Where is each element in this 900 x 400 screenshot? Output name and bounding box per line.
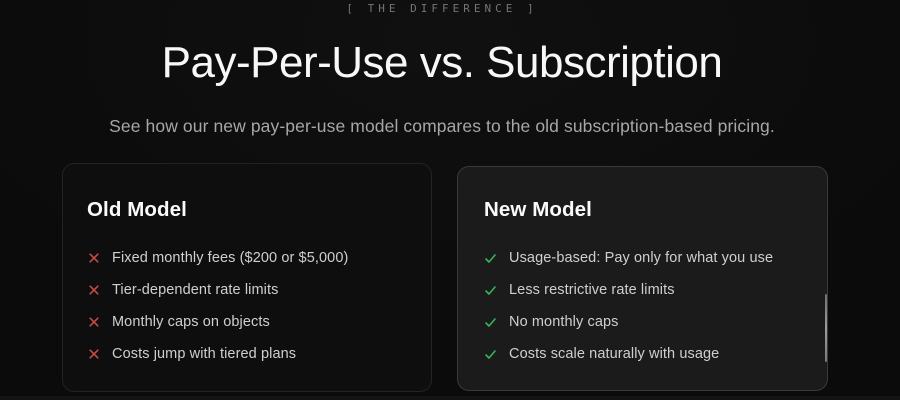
item-label: Monthly caps on objects xyxy=(112,314,270,330)
new-model-card-title: New Model xyxy=(484,198,592,221)
check-icon xyxy=(484,252,497,265)
list-item: Costs jump with tiered plans xyxy=(87,346,407,362)
item-label: Costs jump with tiered plans xyxy=(112,346,297,362)
old-model-card-title: Old Model xyxy=(87,198,187,221)
scrollbar-thumb[interactable] xyxy=(825,294,827,362)
x-icon xyxy=(87,252,100,264)
list-item: Usage-based: Pay only for what you use xyxy=(484,250,801,266)
x-icon xyxy=(87,284,100,296)
item-label: Tier-dependent rate limits xyxy=(112,282,279,298)
item-label: Less restrictive rate limits xyxy=(509,282,675,298)
list-item: Tier-dependent rate limits xyxy=(87,282,407,298)
item-label: Usage-based: Pay only for what you use xyxy=(509,250,774,266)
old-model-feature-list: Fixed monthly fees ($200 or $5,000) Tier… xyxy=(87,250,407,362)
x-icon xyxy=(87,348,100,360)
list-item: Less restrictive rate limits xyxy=(484,282,801,298)
list-item: Costs scale naturally with usage xyxy=(484,346,801,362)
list-item: Monthly caps on objects xyxy=(87,314,407,330)
item-label: Fixed monthly fees ($200 or $5,000) xyxy=(112,250,349,266)
item-label: Costs scale naturally with usage xyxy=(509,346,720,362)
list-item: Fixed monthly fees ($200 or $5,000) xyxy=(87,250,407,266)
list-item: No monthly caps xyxy=(484,314,801,330)
page-subtitle: See how our new pay-per-use model compar… xyxy=(109,116,775,136)
item-label: No monthly caps xyxy=(509,314,619,330)
new-model-card: New Model Usage-based: Pay only for what… xyxy=(457,166,828,391)
check-icon xyxy=(484,284,497,297)
x-icon xyxy=(87,316,100,328)
page-title: Pay-Per-Use vs. Subscription xyxy=(161,38,723,87)
old-model-card: Old Model Fixed monthly fees ($200 or $5… xyxy=(62,163,432,392)
new-model-feature-list: Usage-based: Pay only for what you use L… xyxy=(484,250,801,362)
eyebrow-label: [ THE DIFFERENCE ] xyxy=(346,2,538,15)
section-divider xyxy=(0,396,900,400)
check-icon xyxy=(484,348,497,361)
check-icon xyxy=(484,316,497,329)
